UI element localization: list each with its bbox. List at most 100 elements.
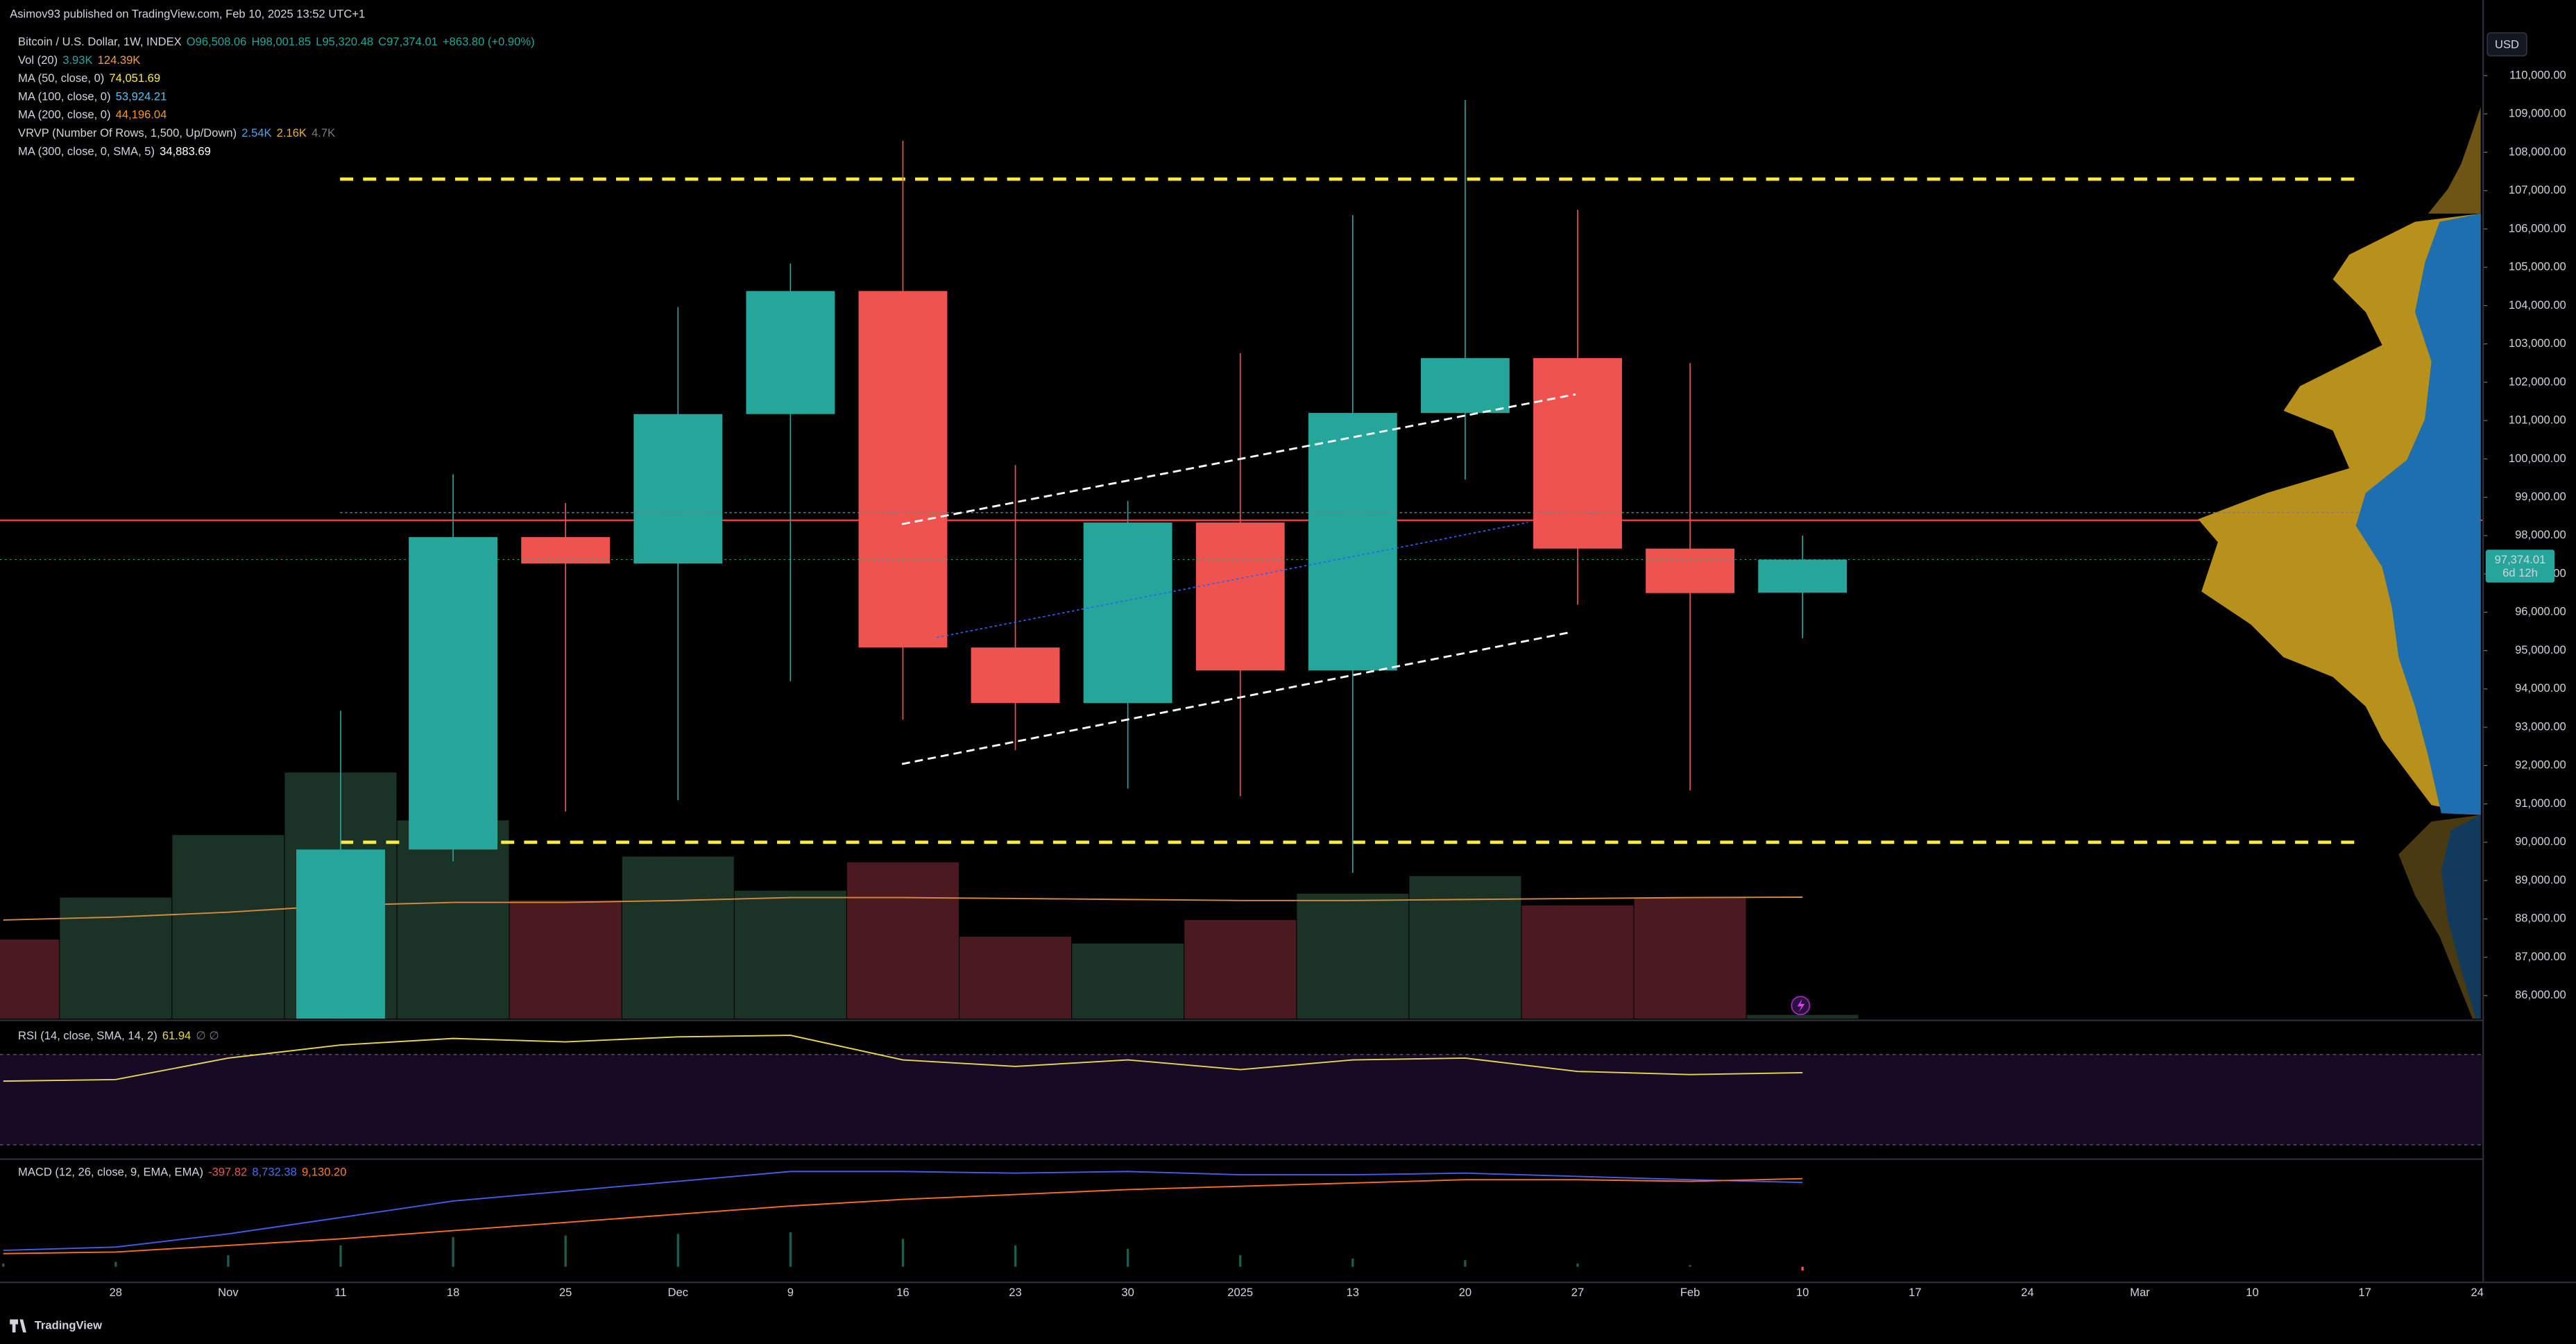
- x-tick-label: Nov: [218, 1286, 239, 1299]
- candle-body: [521, 537, 611, 564]
- y-tick-label: 98,000.00: [2515, 528, 2566, 541]
- last-price-box: [2485, 550, 2555, 583]
- rsi-line: [3, 1035, 1803, 1082]
- y-tick-label: 91,000.00: [2515, 797, 2566, 810]
- macd-line: [3, 1171, 1803, 1251]
- legend-item: 9,130.20: [302, 1166, 346, 1179]
- volume-bar: [1072, 943, 1184, 1019]
- volume-bar: [0, 939, 60, 1019]
- y-tick-label: 89,000.00: [2515, 873, 2566, 886]
- volume-bar: [959, 936, 1072, 1019]
- currency-label[interactable]: USD: [2495, 37, 2519, 51]
- y-tick-label: 96,000.00: [2515, 605, 2566, 618]
- macd-histogram-bar: [1239, 1255, 1242, 1267]
- volume-bar: [846, 862, 959, 1019]
- x-tick-label: 17: [1909, 1286, 1921, 1299]
- price-pane: [0, 100, 2483, 1019]
- legend-item: 2.16K: [277, 126, 307, 139]
- footer-bar: [0, 1311, 2576, 1344]
- macd-histogram-bar: [1014, 1245, 1017, 1267]
- y-tick-label: 90,000.00: [2515, 835, 2566, 848]
- legend-item: 53,924.21: [116, 90, 167, 103]
- y-tick-label: 102,000.00: [2509, 375, 2566, 388]
- macd-histogram-bar: [114, 1261, 117, 1267]
- macd-histogram-bar: [1464, 1260, 1467, 1267]
- legend-item: O96,508.06: [187, 35, 247, 49]
- macd-histogram-bar: [227, 1255, 230, 1267]
- candle-body: [1758, 559, 1848, 593]
- profile-up: [2355, 213, 2481, 815]
- candle-body: [1195, 522, 1285, 671]
- legend-item: MA (50, close, 0): [18, 72, 104, 85]
- macd-histogram-bar: [901, 1239, 905, 1267]
- legend-row: MA (200, close, 0) 44,196.04: [18, 108, 167, 121]
- currency-button[interactable]: [2487, 32, 2527, 57]
- x-tick-label: 25: [559, 1286, 572, 1299]
- legend: Bitcoin / U.S. Dollar, 1W, INDEX O96,508.…: [18, 35, 2484, 1299]
- drawings: [340, 393, 2360, 765]
- macd-histogram-bar: [676, 1234, 679, 1267]
- x-tick-label: 2025: [1227, 1286, 1253, 1299]
- macd-histogram-bar: [1689, 1265, 1691, 1267]
- volume-bar: [1297, 893, 1409, 1019]
- volume-bar: [622, 856, 734, 1019]
- legend-item: 8,732.38: [252, 1166, 296, 1179]
- macd-histogram-bar: [1801, 1266, 1804, 1271]
- macd-histogram-bar: [564, 1235, 567, 1267]
- y-tick-label: 86,000.00: [2515, 988, 2566, 1001]
- legend-item: MA (300, close, 0, SMA, 5): [18, 145, 155, 158]
- legend-item: 124.39K: [98, 53, 141, 67]
- y-tick-label: 92,000.00: [2515, 758, 2566, 772]
- legend-item: ∅ ∅: [196, 1030, 219, 1043]
- logo-mark: [10, 1319, 26, 1333]
- candle-body: [971, 647, 1060, 704]
- y-tick-label: 94,000.00: [2515, 681, 2566, 695]
- x-tick-label: 24: [2021, 1286, 2033, 1299]
- candle-body: [1533, 358, 1622, 549]
- candle-body: [1308, 413, 1397, 671]
- volume-profile: [2198, 106, 2481, 1019]
- macd-pane: 0.004,000.008,000.00MACD (12, 26, close,…: [2, 1166, 1804, 1271]
- y-tick-label: 109,000.00: [2509, 107, 2566, 120]
- x-tick-label: Dec: [668, 1286, 688, 1299]
- x-tick-label: 24: [2471, 1286, 2483, 1299]
- header: Asimov93 published on TradingView.com, F…: [10, 8, 365, 21]
- volume-bar: [172, 835, 284, 1019]
- candle-body: [409, 537, 498, 850]
- trend-line-upper: [901, 393, 1576, 525]
- x-tick-label: Feb: [1680, 1286, 1700, 1299]
- volume-bar: [1184, 919, 1297, 1019]
- trend-line-mid: [936, 522, 1528, 638]
- y-tick-label: 105,000.00: [2509, 260, 2566, 273]
- macd-histogram-bar: [789, 1232, 792, 1267]
- x-tick-label: 23: [1009, 1286, 1021, 1299]
- trend-line-lower: [901, 631, 1569, 765]
- event-icon-bolt: [1797, 998, 1805, 1012]
- candle-body: [1646, 548, 1734, 593]
- legend-item: Bitcoin / U.S. Dollar, 1W, INDEX: [18, 35, 182, 49]
- legend-item: 74,051.69: [109, 72, 160, 85]
- legend-item: 2.54K: [241, 126, 271, 139]
- candle-body: [746, 291, 835, 414]
- legend-row: RSI (14, close, SMA, 14, 2) 61.94 ∅ ∅: [18, 1030, 219, 1043]
- legend-item: L95,320.48: [316, 35, 373, 49]
- legend-item: 3.93K: [62, 53, 92, 67]
- volume-bar: [509, 900, 622, 1019]
- legend-item: Vol (20): [18, 53, 58, 67]
- candle-body: [296, 849, 385, 1019]
- legend-item: VRVP (Number Of Rows, 1,500, Up/Down): [18, 126, 237, 139]
- legend-row: MA (300, close, 0, SMA, 5) 34,883.69: [18, 145, 211, 158]
- y-tick-label: 103,000.00: [2509, 337, 2566, 350]
- countdown-label: 6d 12h: [2502, 566, 2538, 579]
- legend-item: 34,883.69: [160, 145, 211, 158]
- y-tick-label: 95,000.00: [2515, 643, 2566, 656]
- legend-item: 61.94: [162, 1030, 191, 1043]
- legend-item: H98,001.85: [251, 35, 311, 49]
- last-price-label: 97,374.01: [2495, 553, 2546, 566]
- price-axis: 86,000.00 87,000.00 88,000.00 89,000.00 90,0…: [0, 68, 2566, 1001]
- y-tick-label: 100,000.00: [2509, 452, 2566, 465]
- y-tick-label: 104,000.00: [2509, 298, 2566, 312]
- candle-body: [1420, 358, 1510, 414]
- x-tick-label: 11: [334, 1286, 346, 1299]
